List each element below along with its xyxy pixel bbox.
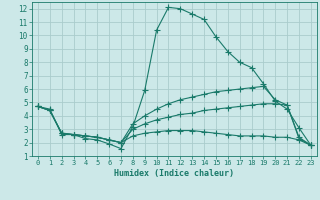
- X-axis label: Humidex (Indice chaleur): Humidex (Indice chaleur): [115, 169, 234, 178]
